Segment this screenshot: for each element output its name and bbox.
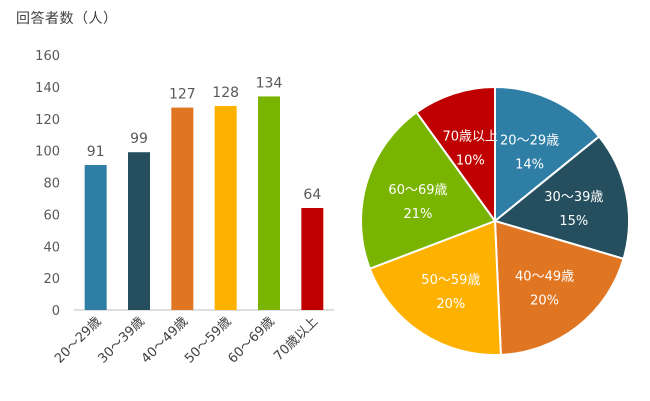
pie-percent-label: 20%: [436, 297, 465, 312]
pie-category-label: 20〜29歳: [500, 133, 559, 148]
pie-chart: 20〜29歳 14% 30〜39歳 15% 40〜49歳 20% 50〜59歳 20% 60〜6…: [360, 85, 630, 356]
bar-1: [84, 164, 107, 310]
bar-5: [258, 96, 280, 310]
bar-value-label: 91: [87, 144, 105, 160]
y-tick-label: 100: [35, 145, 60, 160]
x-tick-label: 30〜39歳: [95, 314, 147, 366]
pie-category-label: 70歳以上: [442, 129, 498, 144]
bar-value-label: 127: [169, 87, 196, 103]
bar-6: [301, 208, 324, 310]
pie-category-label: 40〜49歳: [515, 269, 574, 284]
x-tick-label: 20〜29歳: [52, 314, 104, 366]
bar-value-label: 99: [130, 131, 148, 147]
bar-value-label: 64: [303, 187, 321, 203]
y-tick-label: 60: [43, 208, 60, 223]
x-tick-label: 40〜49歳: [139, 314, 191, 366]
pie-category-label: 30〜39歳: [544, 190, 603, 205]
pie-category-label: 50〜59歳: [421, 273, 480, 288]
pie-percent-label: 20%: [530, 293, 559, 308]
bar-chart-title: 回答者数（人）: [16, 11, 118, 27]
y-tick-label: 80: [43, 177, 60, 192]
pie-slice-1: [494, 85, 601, 224]
y-tick-label: 40: [43, 240, 60, 255]
pie-slice-3: [493, 219, 625, 356]
bar-3: [171, 107, 194, 310]
x-tick-label: 50〜59歳: [182, 314, 234, 366]
pie-percent-label: 15%: [559, 214, 588, 229]
pie-slice-2: [492, 135, 630, 261]
pie-slice-5: [360, 110, 497, 270]
pie-percent-label: 10%: [456, 153, 485, 168]
y-tick-label: 0: [52, 304, 60, 319]
y-tick-label: 160: [35, 49, 60, 64]
bar-4: [214, 106, 237, 310]
pie-percent-label: 14%: [515, 157, 544, 172]
bar-value-label: 134: [256, 75, 283, 91]
pie-slice-4: [368, 219, 502, 356]
pie-category-label: 60〜69歳: [388, 183, 447, 198]
pie-slice-6: [415, 85, 496, 225]
y-tick-label: 20: [43, 272, 60, 287]
pie-percent-label: 21%: [404, 207, 433, 222]
bar-value-label: 128: [212, 85, 239, 101]
bar-2: [128, 152, 150, 310]
y-tick-label: 120: [35, 113, 60, 128]
y-tick-label: 140: [35, 81, 60, 96]
x-tick-label: 60〜69歳: [225, 314, 277, 366]
x-tick-label: 70歳以上: [271, 314, 321, 364]
bar-chart: 0 20 40 60 80 100 120 140 160 91 20〜29歳 99 30〜39歳 127…: [35, 49, 334, 367]
